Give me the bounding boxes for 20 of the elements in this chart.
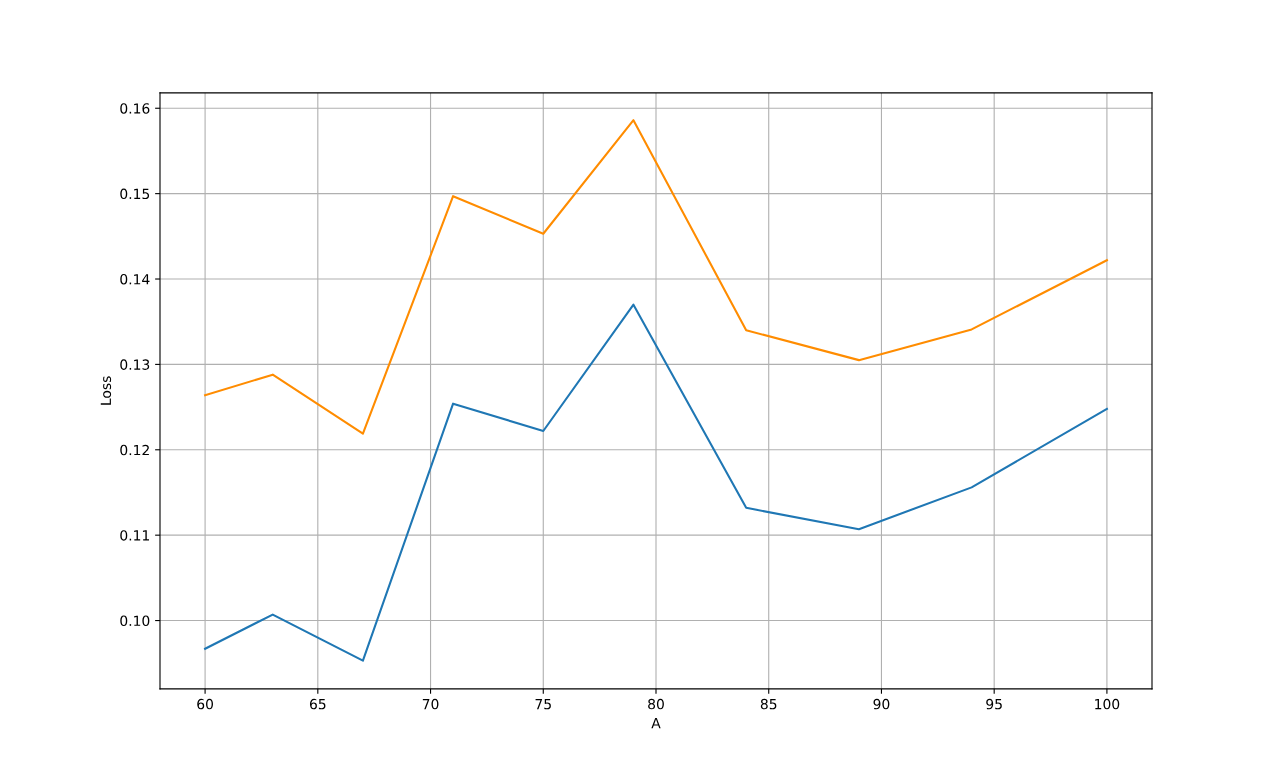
y-tick-label: 0.14: [120, 273, 150, 285]
x-tick-label: 90: [873, 698, 890, 710]
line-series: [204, 303, 1108, 662]
x-tick-label: 95: [986, 698, 1002, 710]
x-tick-label: 75: [535, 699, 551, 710]
y-axis-title: Loss: [100, 376, 112, 405]
y-tick-label: 0.11: [120, 530, 149, 541]
x-tick-label: 80: [648, 698, 664, 710]
y-tick-label: 0.15: [120, 188, 150, 200]
x-tick-label: 70: [422, 698, 439, 710]
y-tick-label: 0.10: [120, 615, 150, 627]
y-tick-label: 0.16: [120, 103, 150, 114]
x-tick-label: 60: [197, 698, 214, 710]
x-axis-title: A: [651, 718, 661, 729]
y-tick-label: 0.13: [120, 359, 150, 370]
y-tick-label: 0.12: [120, 444, 149, 456]
x-tick-label: 85: [760, 698, 777, 710]
line-series: [204, 119, 1108, 435]
x-tick-label: 100: [1095, 698, 1120, 710]
x-tick-label: 65: [309, 698, 326, 710]
